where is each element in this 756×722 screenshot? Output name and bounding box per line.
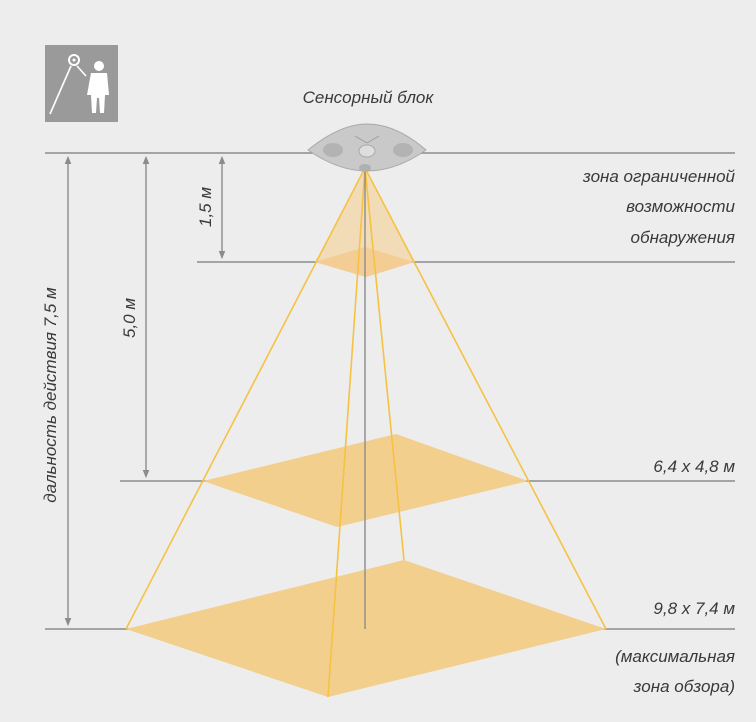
limited-zone-label-line-2: возможности — [626, 197, 735, 216]
mid-area-label: 6,4 х 4,8 м — [653, 457, 735, 476]
limited-zone-label-line-1: зона ограниченной — [582, 167, 736, 186]
max-zone-area — [126, 560, 606, 697]
max-zone-label-line-2: зона обзора) — [633, 677, 735, 696]
limited-zone-label-line-3: обнаружения — [631, 228, 735, 247]
sensor-unit — [307, 123, 427, 172]
detection-zones — [126, 170, 606, 697]
dim-1-5m-label: 1,5 м — [196, 187, 215, 227]
motion-detector-icon — [45, 45, 118, 122]
max-zone-label-line-1: (максимальная — [615, 647, 735, 666]
sensor-beams — [125, 167, 607, 698]
range-label: дальность действия 7,5 м — [41, 287, 60, 503]
sensor-label: Сенсорный блок — [303, 88, 435, 107]
dim-5m-label: 5,0 м — [120, 298, 139, 338]
max-area-label: 9,8 х 7,4 м — [653, 599, 735, 618]
